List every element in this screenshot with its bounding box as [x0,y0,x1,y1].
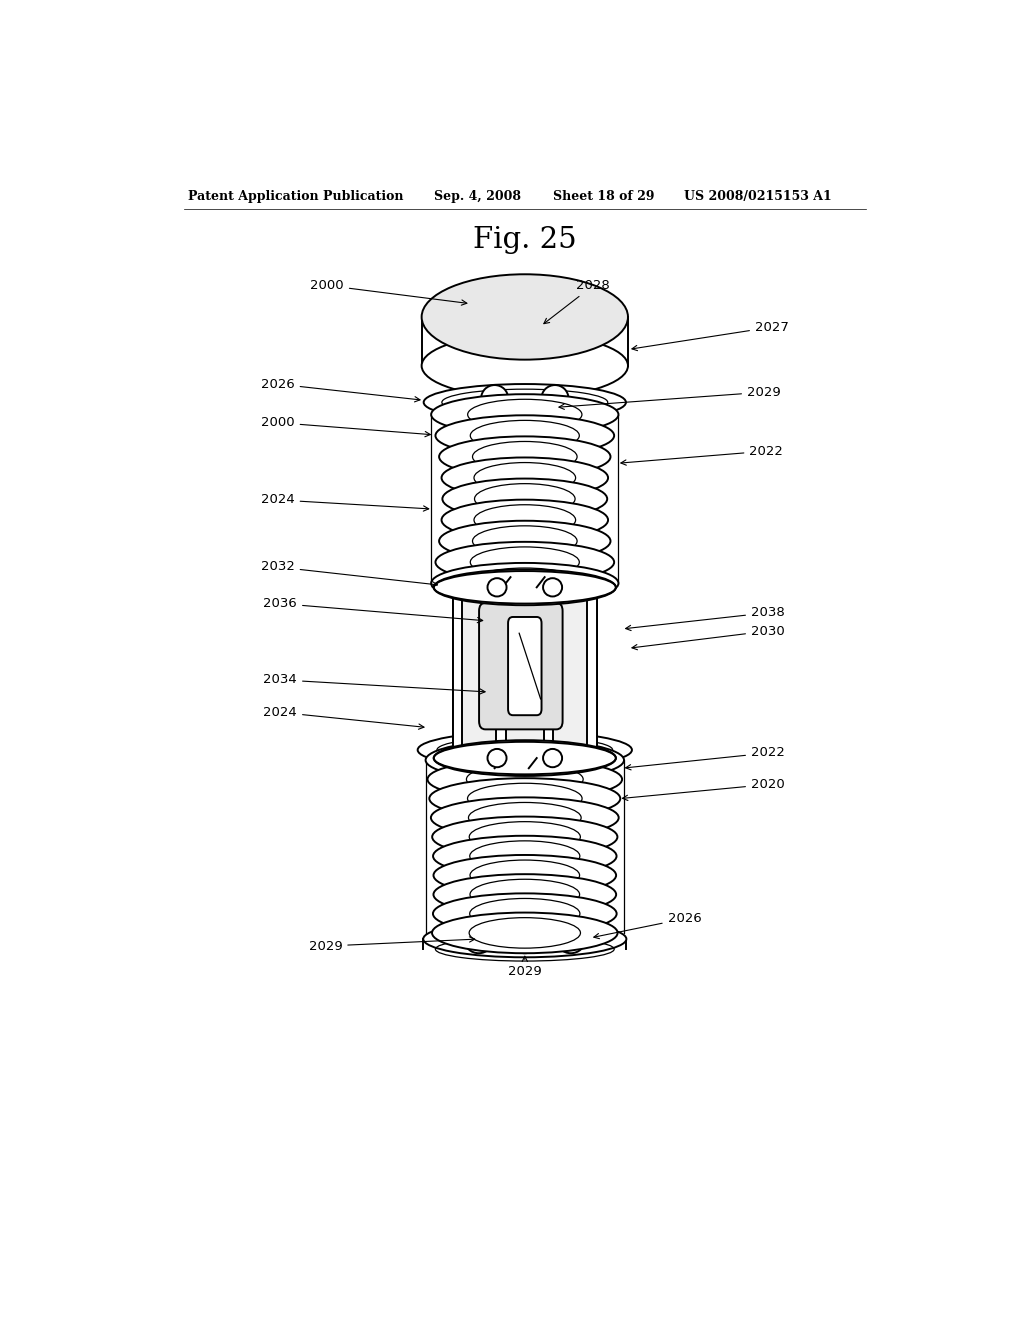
Ellipse shape [470,420,580,451]
Text: 2028: 2028 [544,279,610,323]
Ellipse shape [434,569,615,605]
Ellipse shape [427,759,623,800]
Ellipse shape [468,803,582,833]
Ellipse shape [431,395,618,434]
Ellipse shape [472,525,578,556]
Text: 2036: 2036 [263,597,482,623]
Ellipse shape [470,841,580,871]
Ellipse shape [431,797,618,838]
Ellipse shape [424,384,626,421]
Text: 2038: 2038 [626,606,784,631]
Ellipse shape [435,416,614,455]
Ellipse shape [466,764,584,795]
Ellipse shape [432,912,617,953]
Text: 2000: 2000 [261,416,430,437]
Ellipse shape [487,748,507,767]
Bar [453,590,597,756]
Text: 2029: 2029 [308,937,475,953]
Text: 2029: 2029 [559,385,780,409]
Ellipse shape [474,462,575,494]
Ellipse shape [468,568,582,598]
Ellipse shape [468,783,582,813]
Ellipse shape [470,879,580,909]
Text: Sheet 18 of 29: Sheet 18 of 29 [553,190,654,202]
Ellipse shape [542,385,568,412]
Ellipse shape [557,927,585,953]
Text: 2034: 2034 [263,673,485,694]
Ellipse shape [441,458,608,498]
FancyBboxPatch shape [508,616,542,715]
Ellipse shape [422,334,628,397]
Ellipse shape [432,817,617,857]
Text: 2000: 2000 [310,279,467,305]
Text: 2030: 2030 [632,624,784,649]
Ellipse shape [439,437,610,477]
Text: US 2008/0215153 A1: US 2008/0215153 A1 [684,190,831,202]
Ellipse shape [426,739,624,780]
Ellipse shape [435,541,614,582]
Bar [588,590,597,756]
Ellipse shape [422,275,628,359]
Ellipse shape [418,731,632,768]
FancyBboxPatch shape [479,603,562,730]
Ellipse shape [472,441,578,473]
Bar [544,590,553,756]
Ellipse shape [469,917,581,948]
Text: 2024: 2024 [263,706,424,729]
Ellipse shape [433,836,616,876]
Text: 2026: 2026 [261,378,420,401]
Ellipse shape [423,921,627,957]
Ellipse shape [469,821,581,853]
Ellipse shape [474,483,575,513]
Text: 2029: 2029 [508,956,542,978]
Ellipse shape [470,861,580,891]
Text: Fig. 25: Fig. 25 [473,226,577,253]
Ellipse shape [543,748,562,767]
Ellipse shape [439,521,610,561]
Ellipse shape [433,894,616,935]
Text: 2027: 2027 [632,321,788,351]
Bar [453,590,462,756]
Ellipse shape [441,500,608,540]
Ellipse shape [470,546,580,577]
Ellipse shape [465,744,585,775]
Ellipse shape [487,578,507,597]
Text: Patent Application Publication: Patent Application Publication [187,190,403,202]
Ellipse shape [470,899,580,929]
Ellipse shape [442,479,607,519]
Ellipse shape [433,874,616,915]
Text: 2026: 2026 [594,912,701,939]
Text: 2022: 2022 [621,445,783,465]
Ellipse shape [481,385,508,412]
Ellipse shape [511,927,539,953]
Ellipse shape [543,578,562,597]
Ellipse shape [465,927,494,953]
Ellipse shape [433,855,616,896]
Text: 2022: 2022 [626,747,784,770]
Bar [497,590,506,756]
Text: Sep. 4, 2008: Sep. 4, 2008 [433,190,520,202]
Text: 2024: 2024 [261,494,429,511]
Ellipse shape [431,562,618,603]
Ellipse shape [474,504,575,535]
Ellipse shape [429,779,621,818]
Ellipse shape [468,399,582,430]
Text: 2020: 2020 [623,777,784,800]
Text: 2032: 2032 [261,561,437,587]
Ellipse shape [434,741,615,776]
